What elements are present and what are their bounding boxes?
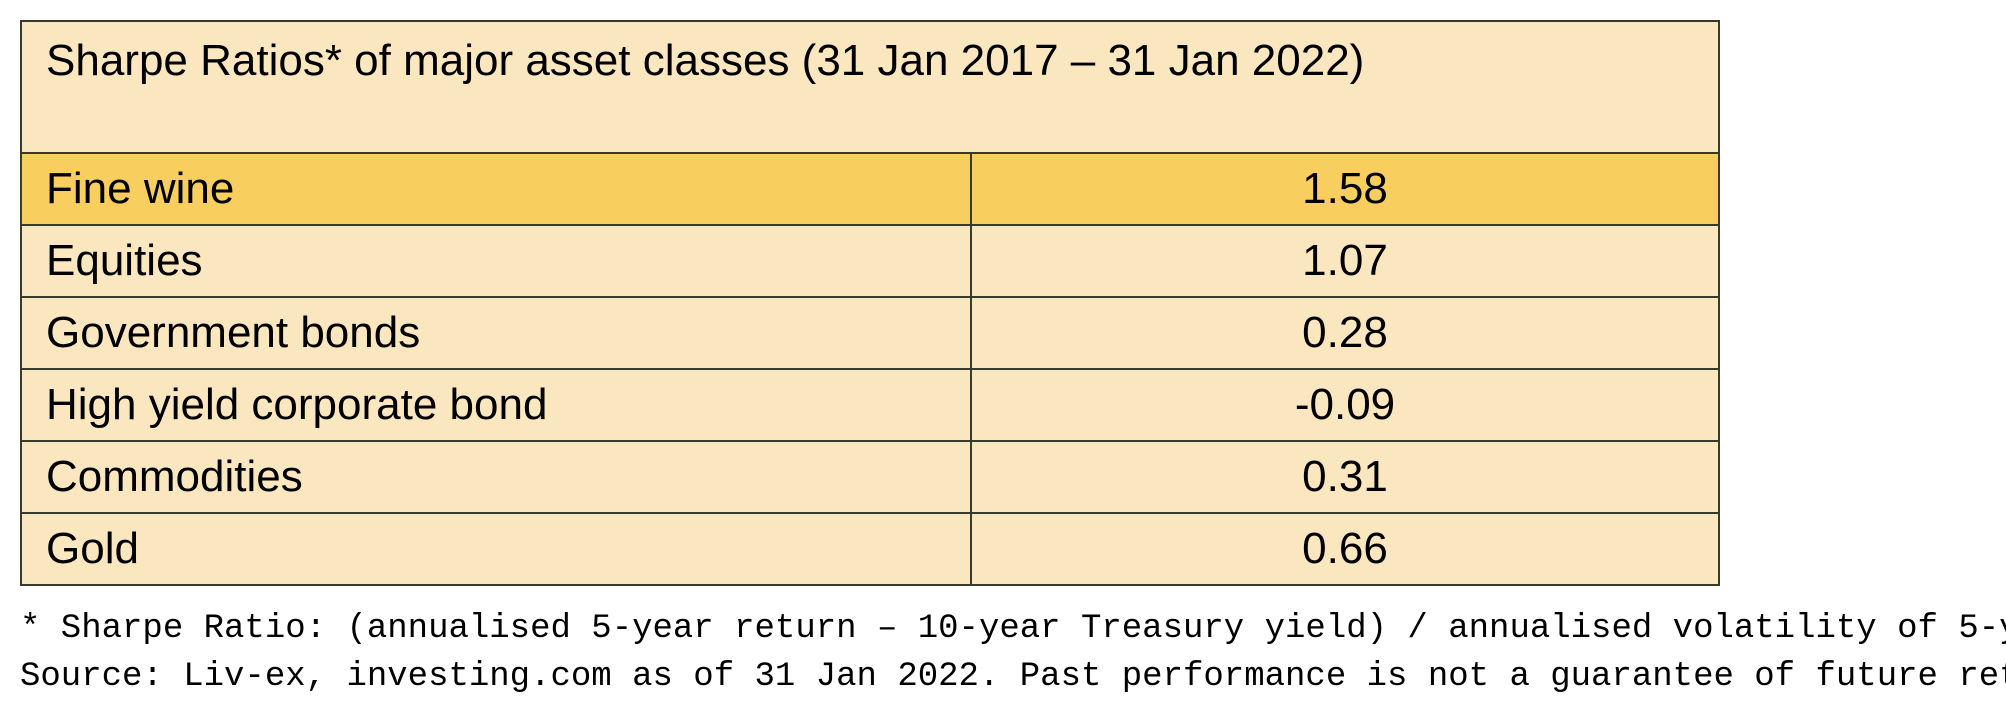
row-label: Equities [22, 226, 972, 296]
row-value: -0.09 [972, 370, 1718, 440]
row-label: High yield corporate bond [22, 370, 972, 440]
row-value: 0.31 [972, 442, 1718, 512]
table-row: Fine wine 1.58 [22, 154, 1718, 226]
footnote-source: Source: Liv-ex, investing.com as of 31 J… [20, 654, 1986, 702]
row-value: 1.07 [972, 226, 1718, 296]
row-label: Gold [22, 514, 972, 584]
footnotes: * Sharpe Ratio: (annualised 5-year retur… [20, 606, 1986, 701]
table-row: Gold 0.66 [22, 514, 1718, 584]
row-value: 0.28 [972, 298, 1718, 368]
row-label: Government bonds [22, 298, 972, 368]
row-label: Commodities [22, 442, 972, 512]
table-row: Commodities 0.31 [22, 442, 1718, 514]
footnote-definition: * Sharpe Ratio: (annualised 5-year retur… [20, 606, 1986, 654]
sharpe-ratio-table: Sharpe Ratios* of major asset classes (3… [20, 20, 1720, 586]
row-value: 1.58 [972, 154, 1718, 224]
row-value: 0.66 [972, 514, 1718, 584]
table-row: Government bonds 0.28 [22, 298, 1718, 370]
row-label: Fine wine [22, 154, 972, 224]
table-row: Equities 1.07 [22, 226, 1718, 298]
table-title: Sharpe Ratios* of major asset classes (3… [22, 22, 1718, 154]
table-row: High yield corporate bond -0.09 [22, 370, 1718, 442]
